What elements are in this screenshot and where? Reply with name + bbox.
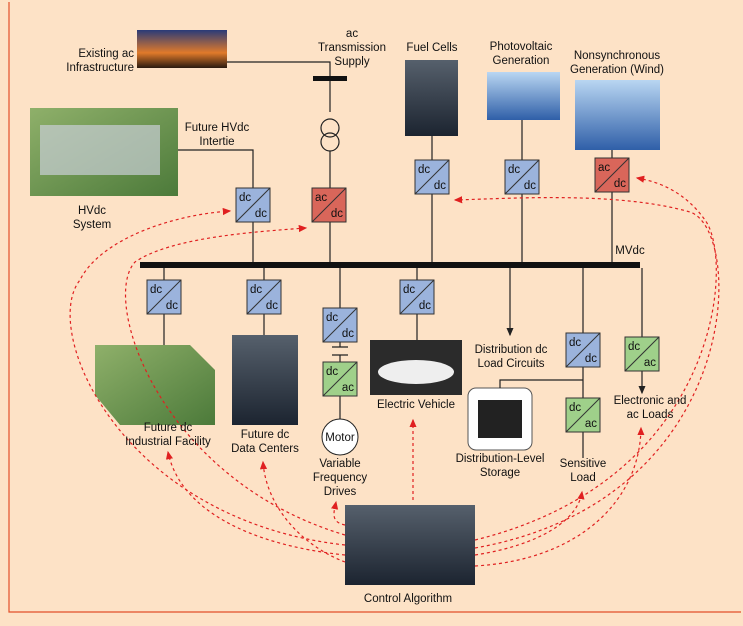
ac-bus: [313, 76, 347, 81]
label-line: Motor: [325, 432, 355, 444]
label-motor: Motor: [325, 432, 355, 444]
label-line: Generation (Wind): [570, 64, 664, 76]
converter-output: dc: [585, 353, 597, 365]
photo-control: [345, 505, 475, 585]
label-line: System: [73, 219, 111, 231]
converter-input: dc: [508, 164, 520, 176]
label-line: Supply: [334, 56, 369, 68]
label-line: Transmission: [318, 42, 386, 54]
converter: dcdc: [147, 280, 181, 314]
label-line: Generation: [493, 55, 550, 67]
converter: dcdc: [323, 308, 357, 342]
converter-input: dc: [239, 192, 251, 204]
label-line: Infrastructure: [66, 62, 134, 74]
photo-existing-ac: [137, 30, 227, 68]
converter-input: dc: [250, 284, 262, 296]
photo-data-centers: [232, 335, 298, 425]
converter-output: ac: [585, 418, 597, 430]
converter-output: dc: [331, 208, 343, 220]
label-line: Distribution-Level: [456, 453, 545, 465]
photo-wind: [575, 80, 660, 150]
converter-output: ac: [342, 382, 354, 394]
label-line: Nonsynchronous: [574, 50, 661, 62]
photo-fuel-cells: [405, 60, 458, 136]
converter-input: dc: [326, 366, 338, 378]
label-line: Photovoltaic: [490, 41, 553, 53]
label-line: Future dc: [144, 422, 193, 434]
label-line: Load: [570, 472, 596, 484]
label-line: Control Algorithm: [364, 593, 452, 605]
converter-output: dc: [524, 180, 536, 192]
label-line: Variable: [319, 458, 360, 470]
converter-output: ac: [644, 357, 656, 369]
label-fuel-cells: Fuel Cells: [406, 42, 457, 54]
label-line: Fuel Cells: [406, 42, 457, 54]
converter-output: dc: [419, 300, 431, 312]
label-line: ac: [346, 28, 358, 40]
converter-input: dc: [150, 284, 162, 296]
photo-ev-car: [378, 360, 454, 384]
converter-output: dc: [342, 328, 354, 340]
label-line: Storage: [480, 467, 520, 479]
converter-input: dc: [569, 337, 581, 349]
label-line: ac Loads: [627, 409, 674, 421]
label-line: Future dc: [241, 429, 290, 441]
converter-input: ac: [598, 162, 610, 174]
label-line: Intertie: [199, 136, 234, 148]
photo-industrial: [95, 345, 215, 425]
label-line: Existing ac: [78, 48, 134, 60]
label-control: Control Algorithm: [364, 593, 452, 605]
converter-input: ac: [315, 192, 327, 204]
converter-input: dc: [418, 164, 430, 176]
label-line: Load Circuits: [477, 358, 544, 370]
photo-pv: [487, 72, 560, 120]
converter-input: dc: [569, 402, 581, 414]
label-line: Frequency: [313, 472, 368, 484]
diagram: dcdcacdcdcdcdcdcacdcdcdcdcdcdcdcdcacdcdc…: [0, 0, 743, 626]
converter-output: dc: [614, 178, 626, 190]
label-mvdc: MVdc: [615, 245, 645, 257]
converter-output: dc: [255, 208, 267, 220]
mvdc-bus: [140, 262, 640, 268]
photo-storage-battery: [478, 400, 522, 438]
converter-output: dc: [266, 300, 278, 312]
converter: dcdc: [236, 188, 270, 222]
label-line: Distribution dc: [475, 344, 548, 356]
label-line: MVdc: [615, 245, 645, 257]
converter-output: dc: [166, 300, 178, 312]
photo-hvdc-hall: [40, 125, 160, 175]
converter-output: dc: [434, 180, 446, 192]
label-line: Future HVdc: [185, 122, 250, 134]
converter-input: dc: [403, 284, 415, 296]
label-line: Data Centers: [231, 443, 299, 455]
label-line: HVdc: [78, 205, 106, 217]
label-line: Sensitive: [560, 458, 607, 470]
converter: dcac: [625, 337, 659, 371]
label-line: Industrial Facility: [125, 436, 211, 448]
label-line: Drives: [324, 486, 357, 498]
label-line: Electronic and: [614, 395, 687, 407]
label-line: Electric Vehicle: [377, 399, 455, 411]
converter-input: dc: [628, 341, 640, 353]
label-ev: Electric Vehicle: [377, 399, 455, 411]
converter-input: dc: [326, 312, 338, 324]
